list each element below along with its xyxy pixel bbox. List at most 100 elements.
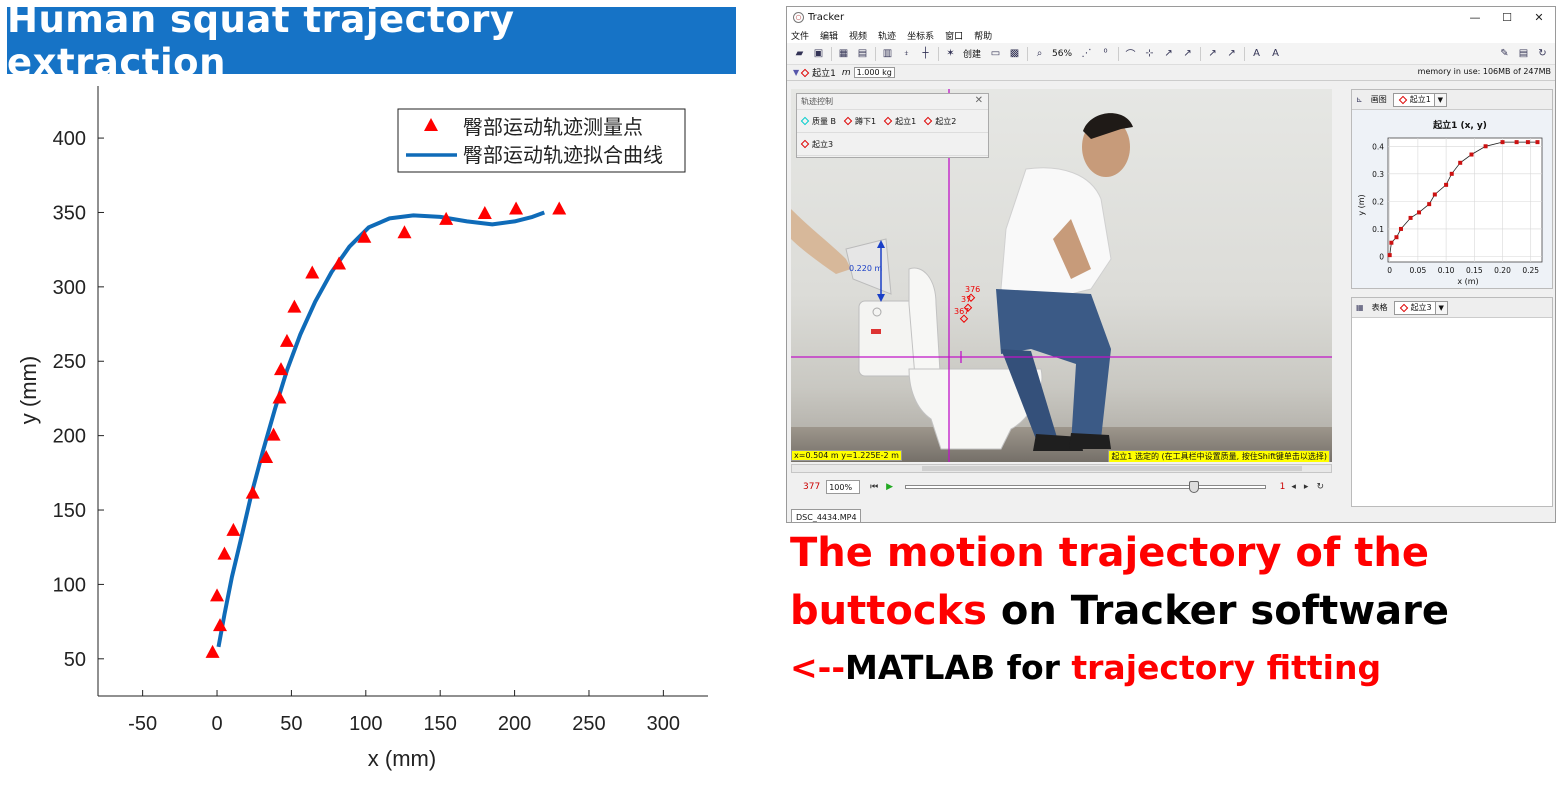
menu-window[interactable]: 窗口 [945,31,964,42]
coordinate-readout: x=0.504 m y=1.225E-2 m [791,450,902,461]
xmass-icon[interactable]: ↗ [1208,48,1217,59]
velocity-icon[interactable]: ↗ [1164,48,1173,59]
menu-video[interactable]: 视频 [849,31,868,42]
table-track-select[interactable]: 起立3 [1393,300,1436,315]
step-back-icon[interactable]: ◂ [1291,482,1296,492]
font-smaller-icon[interactable]: A [1253,48,1260,59]
frame-number[interactable]: 377 [803,482,821,492]
clip-settings-icon[interactable]: ▥ [882,48,893,59]
acceleration-icon[interactable]: ↗ [1183,48,1192,59]
table-track-dropdown-icon[interactable]: ▼ [1435,300,1448,315]
menu-coords[interactable]: 坐标系 [907,31,935,42]
create-track-icon[interactable]: ✶ [946,48,955,59]
video-file-tab[interactable]: DSC_4434.MP4 [791,509,861,522]
plot-tab-label[interactable]: 画图 [1370,95,1387,104]
track-diamond-icon [800,68,810,77]
tracker-window: Tracker — ☐ ✕ 文件 编辑 视频 轨迹 坐标系 窗口 帮助 ▰ ▣ … [786,6,1556,523]
toilet-bowl [908,368,1043,450]
path-icon[interactable]: ⌒ [1125,50,1136,61]
menu-file[interactable]: 文件 [791,31,810,42]
notes-icon[interactable]: ▤ [1518,48,1529,59]
trails-icon[interactable]: ⋰ [1081,48,1092,59]
track-control-close-icon[interactable]: ✕ [974,95,983,106]
y-tick-label: 200 [53,426,86,448]
play-icon[interactable]: ▶ [886,482,894,492]
save-icon[interactable]: ▣ [813,48,824,59]
net-force-icon[interactable]: ↗ [1227,48,1236,59]
diamond-icon [923,116,933,126]
refresh-icon[interactable]: ↻ [1538,48,1547,59]
tracker-app-icon [793,11,804,23]
create-track-button[interactable]: 创建 [963,50,982,60]
tracker-plot-point [1398,226,1403,231]
save-video-icon[interactable]: ▤ [857,48,868,59]
calibration-object [845,238,892,295]
track-points[interactable]: 376 37 367 [954,285,980,323]
track-item-squat1[interactable]: 蹲下1 [842,116,876,127]
plot-panel: ⊾ 画图 起立1 ▼ 起立1 (x, y) 0 0.05 0.10 0.15 0.20 0… [1351,89,1553,289]
labels-icon[interactable]: ⁰ [1103,48,1108,59]
track-item-mass-b[interactable]: 质量 B [799,116,836,127]
video-scene: 0.220 m 376 37 367 [791,89,1332,462]
font-larger-icon[interactable]: A [1272,48,1279,59]
minimize-button[interactable]: — [1469,10,1481,24]
maximize-button[interactable]: ☐ [1502,10,1512,24]
menu-help[interactable]: 帮助 [974,31,993,42]
x-tick-label: 100 [349,713,382,735]
step-forward-icon[interactable]: ▸ [1303,482,1309,492]
chart-axes [97,86,708,697]
tracker-plot-point [1525,140,1530,145]
tracker-plot-point [1500,140,1505,145]
rewind-icon[interactable]: ⏮ [870,482,879,492]
x-tick-label: 50 [280,713,302,735]
measured-point [259,449,274,463]
measured-point [210,588,225,602]
legend-marker-triangle [424,118,438,131]
tracker-plot-point [1394,235,1399,240]
plot-track-dropdown-icon[interactable]: ▼ [1434,92,1447,107]
track-control-icon[interactable]: ▭ [990,48,1001,59]
x-tick-label: 0 [211,713,222,735]
point-label-376: 376 [965,285,980,294]
calibration-tools-icon[interactable]: ⍖ [903,48,910,59]
caption-line-2: buttocks on Tracker software [790,588,1450,634]
playback-rate-field[interactable]: 100% [826,480,861,494]
zoom-level[interactable]: 56% [1052,48,1073,59]
caption-line-1: The motion trajectory of the [790,530,1429,576]
measured-point [245,485,260,499]
open-folder-icon[interactable]: ▰ [795,48,804,59]
loop-icon[interactable]: ↻ [1316,482,1324,492]
frame-slider[interactable] [905,481,1266,493]
menu-track[interactable]: 轨迹 [878,31,897,42]
open-video-icon[interactable]: ▦ [838,48,849,59]
video-horizontal-scrollbar[interactable] [791,464,1332,473]
y-tick-label: 50 [64,649,86,671]
tracker-plot-point [1444,182,1449,187]
frame-slider-knob[interactable] [1189,481,1200,493]
track-item-stand2[interactable]: 起立2 [922,116,956,127]
track-item-stand1[interactable]: 起立1 [882,116,916,127]
x-axis-label: x (mm) [368,746,436,771]
zoom-icon[interactable]: ⌕ [1036,48,1043,59]
pencil-icon[interactable]: ✎ [1500,48,1509,59]
tracker-y-tick: 0.2 [1372,197,1384,206]
tracker-plot-point [1535,140,1540,145]
track-item-stand3[interactable]: 起立3 [799,139,833,150]
video-view[interactable]: 0.220 m 376 37 367 轨迹控制 ✕ 质量 B 蹲下1 起立1 起… [791,89,1332,462]
tracker-x-tick: 0.05 [1410,266,1427,275]
track-menu-icon[interactable]: ▼ [793,68,800,77]
tracker-y-tick: 0.1 [1372,225,1384,234]
table-tab-label[interactable]: 表格 [1371,303,1388,312]
autotracker-icon[interactable]: ▩ [1009,48,1020,59]
menu-edit[interactable]: 编辑 [820,31,839,42]
window-title: Tracker [808,11,845,23]
plot-track-select[interactable]: 起立1 [1392,92,1435,107]
mass-field[interactable]: 1.000 kg [853,67,895,78]
position-icon[interactable]: ⊹ [1145,48,1154,59]
selected-track-name[interactable]: 起立1 [812,69,836,79]
close-button[interactable]: ✕ [1534,10,1544,24]
axes-icon[interactable]: ┼ [922,48,929,59]
step-size[interactable]: 1 [1279,482,1286,492]
tracker-x-tick: 0.15 [1466,266,1483,275]
chart-series [205,201,567,658]
